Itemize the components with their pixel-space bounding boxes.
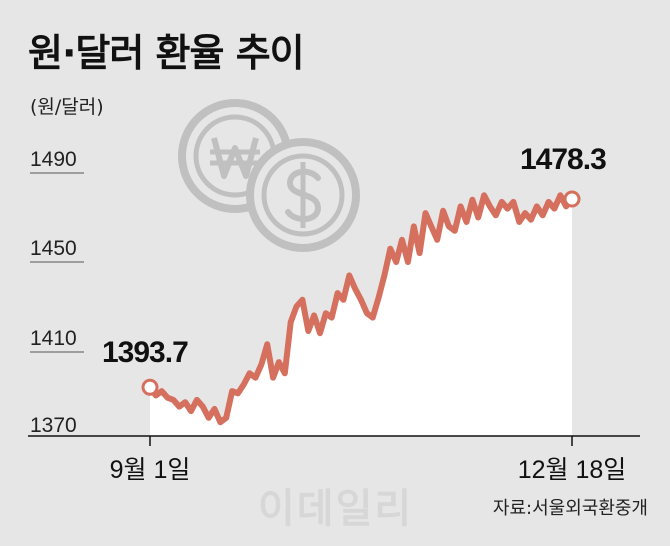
x-tick-label: 12월 18일 bbox=[518, 456, 627, 484]
dollar-coin-icon bbox=[246, 138, 360, 252]
start-value-label: 1393.7 bbox=[102, 336, 188, 369]
y-axis: 1490 1450 1410 1370 bbox=[30, 148, 84, 437]
x-axis: 9월 1일 12월 18일 bbox=[28, 435, 640, 484]
chart-title: 원·달러 환율 추이 bbox=[28, 31, 305, 75]
y-tick-label: 1490 bbox=[30, 148, 77, 171]
y-tick-label: 1410 bbox=[30, 327, 77, 350]
y-tick-label: 1370 bbox=[30, 414, 77, 437]
x-tick-label: 9월 1일 bbox=[110, 456, 191, 484]
end-value-label: 1478.3 bbox=[520, 143, 606, 176]
series-line bbox=[147, 192, 575, 426]
unit-label: (원/달러) bbox=[30, 96, 104, 118]
watermark: 이데일리 bbox=[258, 486, 414, 532]
area-fill bbox=[150, 195, 572, 436]
source-label: 자료:서울외국환중개 bbox=[492, 498, 648, 519]
start-point bbox=[141, 378, 159, 396]
y-tick-label: 1450 bbox=[30, 237, 77, 260]
end-point bbox=[563, 190, 581, 208]
